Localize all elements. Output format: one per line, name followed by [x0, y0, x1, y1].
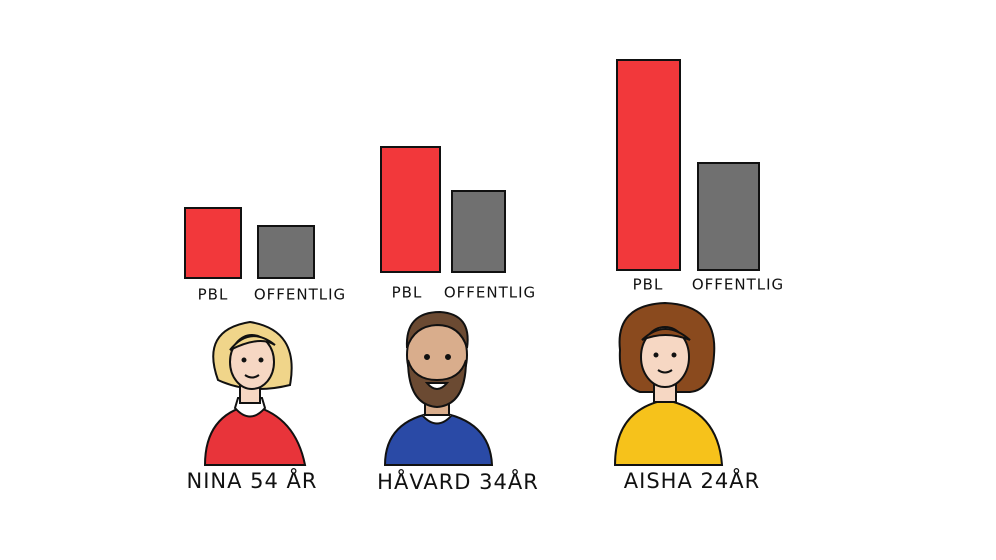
bar	[380, 146, 441, 273]
bar	[616, 59, 681, 271]
person-name: NINA 54 ÅR	[186, 467, 317, 493]
bar-label: PBL	[633, 276, 664, 294]
bar-label: OFFENTLIG	[254, 286, 346, 304]
person-havard	[383, 310, 494, 466]
bar-label: PBL	[392, 284, 423, 302]
bar	[451, 190, 506, 273]
bar-label: OFFENTLIG	[692, 276, 784, 294]
person-name: HÅVARD 34ÅR	[377, 468, 539, 494]
bar-label: PBL	[198, 286, 229, 304]
person-name: AISHA 24ÅR	[624, 467, 760, 493]
bar-label: OFFENTLIG	[444, 284, 536, 302]
bar	[257, 225, 315, 279]
bar	[697, 162, 760, 271]
person-nina	[203, 320, 307, 466]
bar	[184, 207, 242, 279]
person-aisha	[613, 301, 724, 466]
